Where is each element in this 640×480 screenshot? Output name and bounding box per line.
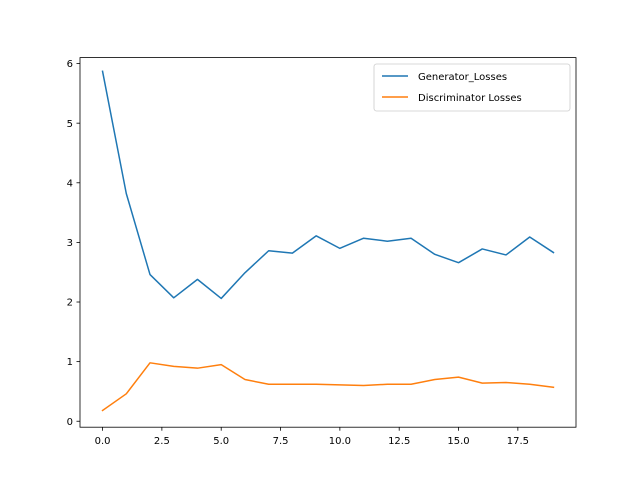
legend-label: Discriminator Losses <box>418 93 522 104</box>
y-tick-label: 5 <box>67 119 73 130</box>
x-tick-label: 10.0 <box>329 436 351 447</box>
x-tick-label: 15.0 <box>447 436 469 447</box>
x-tick-label: 7.5 <box>273 436 289 447</box>
y-tick-label: 0 <box>67 417 73 428</box>
y-tick-label: 6 <box>67 59 73 70</box>
y-tick-label: 4 <box>67 178 73 189</box>
y-tick-label: 1 <box>67 357 73 368</box>
y-tick-label: 3 <box>67 238 73 249</box>
legend: Generator_Losses Discriminator Losses <box>373 63 571 112</box>
y-axis: 0 1 2 3 4 5 6 <box>67 59 80 428</box>
series-layer <box>101 70 555 412</box>
series-line-discriminator <box>101 362 555 412</box>
y-tick-label: 2 <box>67 298 73 309</box>
x-tick-label: 17.5 <box>507 436 529 447</box>
series-line-generator <box>101 70 555 300</box>
x-tick-label: 12.5 <box>388 436 410 447</box>
legend-label: Generator_Losses <box>418 72 507 83</box>
x-tick-label: 5.0 <box>213 436 229 447</box>
x-tick-label: 0.0 <box>95 436 111 447</box>
x-tick-label: 2.5 <box>154 436 170 447</box>
x-axis: 0.0 2.5 5.0 7.5 10.0 12.5 15.0 17.5 <box>95 427 529 447</box>
legend-box <box>373 63 571 112</box>
